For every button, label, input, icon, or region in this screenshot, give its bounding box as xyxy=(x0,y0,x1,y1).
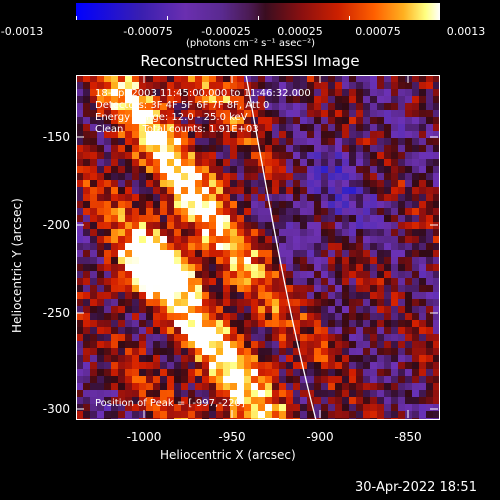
y-tick-label: -300 xyxy=(42,402,70,416)
heatmap-canvas xyxy=(76,75,440,420)
y-tick-label: -200 xyxy=(42,218,70,232)
y-tick-label: -250 xyxy=(42,306,70,320)
rhessi-image xyxy=(76,75,440,420)
plot-frame xyxy=(76,75,440,420)
colorbar-tick-label: -0.00025 xyxy=(201,25,251,38)
solar-limb-line xyxy=(245,75,317,420)
plot-title: Reconstructed RHESSI Image xyxy=(140,52,360,70)
x-tick-label: -1000 xyxy=(126,430,162,444)
axis-ticks xyxy=(76,75,438,418)
colorbar-tick-label: 0.00075 xyxy=(355,25,401,38)
x-axis-label: Heliocentric X (arcsec) xyxy=(160,448,296,462)
colorbar-tick-label: 0.00025 xyxy=(277,25,323,38)
colorbar-tick-label: -0.0013 xyxy=(0,25,44,38)
info-clean: Clean Total counts: 1.91E+03 xyxy=(95,124,259,135)
info-energy: Energy Range: 12.0 - 25.0 keV xyxy=(95,112,248,123)
colorbar-tick-label: 0.0013 xyxy=(446,25,486,38)
x-tick-label: -950 xyxy=(218,430,246,444)
timestamp: 30-Apr-2022 18:51 xyxy=(355,480,477,495)
info-detectors: Detectors: 3F 4F 5F 6F 7F 8F, Att 0 xyxy=(95,100,270,111)
y-tick-label: -150 xyxy=(42,130,70,144)
colorbar-unit: (photons cm⁻² s⁻¹ asec⁻²) xyxy=(186,38,316,49)
x-tick-label: -850 xyxy=(394,430,422,444)
colorbar-labels: -0.0013 -0.00075 -0.00025 0.00025 0.0007… xyxy=(0,0,500,50)
info-time: 18-Apr-2003 11:45:00.000 to 11:46:32.000 xyxy=(95,88,311,99)
info-peak: Position of Peak = [-997,-220] xyxy=(95,398,245,409)
colorbar-tick-label: -0.00075 xyxy=(123,25,173,38)
colorbar xyxy=(76,3,440,20)
y-axis-label: Heliocentric Y (arcsec) xyxy=(10,198,24,333)
x-tick-label: -900 xyxy=(306,430,334,444)
